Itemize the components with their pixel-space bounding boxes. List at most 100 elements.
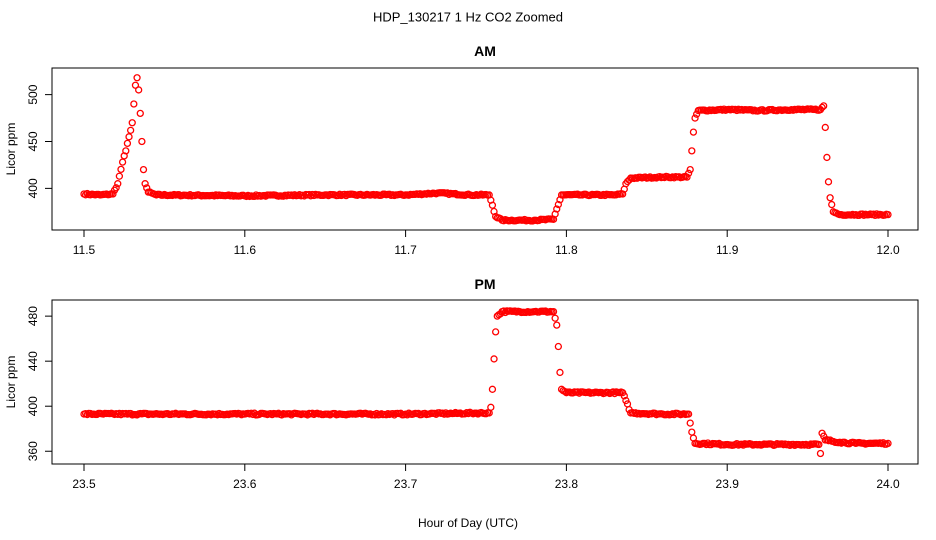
pm-y-axis-label: Licor ppm	[4, 356, 18, 409]
am-y-tick-label: 500	[26, 84, 40, 104]
data-point	[109, 190, 117, 198]
data-point	[488, 201, 497, 209]
am-x-tick-label: 11.8	[555, 243, 578, 257]
data-point	[491, 328, 500, 336]
data-point	[739, 441, 747, 449]
pm-y-tick-label: 400	[26, 396, 40, 416]
data-point	[823, 153, 831, 162]
pm-x-tick-label: 23.8	[555, 477, 579, 491]
data-point	[684, 410, 693, 418]
data-point	[133, 74, 141, 82]
data-point	[117, 165, 125, 174]
data-point	[828, 200, 836, 209]
data-point	[125, 133, 133, 141]
am-x-tick-label: 11.9	[716, 243, 739, 257]
data-point	[733, 439, 741, 448]
pm-panel-title: PM	[475, 276, 496, 292]
data-point	[554, 200, 563, 209]
data-point	[683, 173, 691, 181]
data-point	[135, 86, 143, 94]
am-plot-frame	[51, 67, 919, 231]
pm-x-tick-label: 23.7	[394, 477, 418, 491]
data-point	[118, 158, 127, 166]
data-point	[686, 419, 694, 427]
data-point	[610, 389, 619, 398]
data-point	[126, 409, 135, 418]
x-axis-label: Hour of Day (UTC)	[418, 516, 518, 530]
pm-data-points	[80, 307, 892, 458]
data-point	[622, 396, 630, 405]
data-point	[336, 190, 344, 198]
am-x-axis: 11.5 11.6 11.7 11.8 11.9 12.0	[73, 229, 900, 257]
pm-y-tick-label: 480	[26, 306, 40, 326]
am-data-points	[80, 74, 892, 225]
data-point	[815, 440, 823, 449]
pm-y-tick-label: 360	[26, 441, 40, 461]
am-y-tick-label: 400	[26, 178, 40, 198]
pm-x-tick-label: 23.5	[72, 477, 96, 491]
am-x-tick-label: 12.0	[876, 243, 900, 257]
figure-title: HDP_130217 1 Hz CO2 Zoomed	[373, 10, 563, 25]
data-point	[816, 449, 825, 458]
pm-y-tick-label: 440	[26, 351, 40, 371]
data-point	[556, 196, 564, 204]
data-point	[130, 100, 138, 108]
data-point	[686, 165, 694, 174]
data-point	[112, 184, 120, 192]
pm-y-axis: 360 400 440 480	[26, 306, 53, 461]
data-point	[553, 321, 561, 329]
am-x-tick-label: 11.7	[394, 243, 417, 257]
data-point	[138, 137, 146, 146]
data-point	[620, 392, 628, 400]
data-point	[821, 123, 829, 132]
am-y-axis-label: Licor ppm	[4, 123, 18, 176]
am-x-tick-label: 11.6	[234, 243, 257, 257]
pm-plot-frame	[51, 299, 919, 465]
am-y-axis: 400 450 500	[26, 84, 53, 198]
data-point	[688, 147, 696, 155]
data-point	[684, 169, 693, 177]
data-point	[691, 114, 699, 122]
data-point	[114, 180, 122, 188]
data-point	[556, 368, 564, 377]
pm-x-tick-label: 23.6	[233, 477, 257, 491]
data-point	[122, 147, 130, 155]
pm-x-axis: 23.5 23.6 23.7 23.8 23.9 24.0	[72, 463, 900, 491]
data-point	[554, 342, 563, 351]
pm-x-tick-label: 23.9	[716, 477, 740, 491]
data-point	[818, 103, 826, 112]
data-point	[128, 119, 136, 127]
data-point	[826, 194, 834, 202]
data-point	[141, 180, 149, 188]
pm-x-tick-label: 24.0	[876, 477, 900, 491]
data-point	[490, 355, 498, 363]
am-x-tick-label: 11.5	[73, 243, 96, 257]
data-point	[553, 205, 561, 213]
data-point	[549, 307, 558, 316]
data-point	[873, 210, 881, 218]
data-point	[136, 109, 144, 118]
data-point	[268, 411, 276, 419]
data-point	[247, 409, 255, 417]
data-point	[342, 191, 350, 200]
data-point	[551, 314, 559, 322]
am-y-tick-label: 450	[26, 131, 40, 151]
data-point	[619, 190, 627, 198]
am-panel-title: AM	[474, 43, 496, 59]
data-point	[139, 165, 148, 174]
data-point	[561, 387, 569, 396]
data-point	[884, 439, 892, 448]
am-panel: AM 11.5 11.6 11.7 11.8 11.9 12.0 400 450 500 Li…	[4, 43, 919, 257]
data-point	[520, 215, 529, 224]
data-point	[487, 403, 495, 411]
data-point	[805, 441, 813, 449]
data-point	[123, 139, 132, 148]
data-point	[820, 102, 828, 110]
data-point	[824, 178, 833, 186]
data-point	[126, 126, 135, 134]
data-point	[115, 172, 124, 180]
data-point	[884, 210, 892, 219]
pm-panel: PM 23.5 23.6 23.7 23.8 23.9 24.0 360 400 440 480…	[4, 276, 919, 491]
data-point	[688, 428, 696, 436]
